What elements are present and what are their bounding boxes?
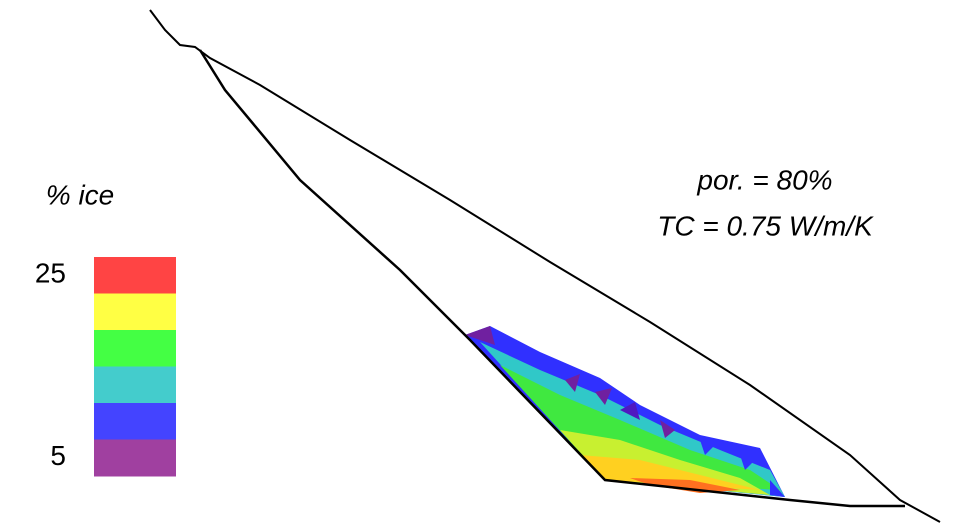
colorbar: 25 5: [35, 257, 176, 477]
ground-surface: [149, 9, 941, 523]
inner-boundary: [198, 49, 905, 508]
colorbar-band: [94, 403, 176, 440]
colorbar-title: % ice: [46, 179, 114, 210]
colorbar-band: [94, 257, 176, 294]
colorbar-tick-label: 25: [35, 258, 66, 289]
colorbar-band: [94, 439, 176, 477]
colorbar-band: [94, 330, 176, 367]
colorbar-band: [94, 293, 176, 331]
annotation: por. = 80%: [696, 164, 832, 195]
colorbar-band: [94, 366, 176, 404]
annotation: TC = 0.75 W/m/K: [657, 210, 874, 241]
ice-mesh: [465, 326, 785, 497]
colorbar-tick-label: 5: [50, 440, 66, 471]
